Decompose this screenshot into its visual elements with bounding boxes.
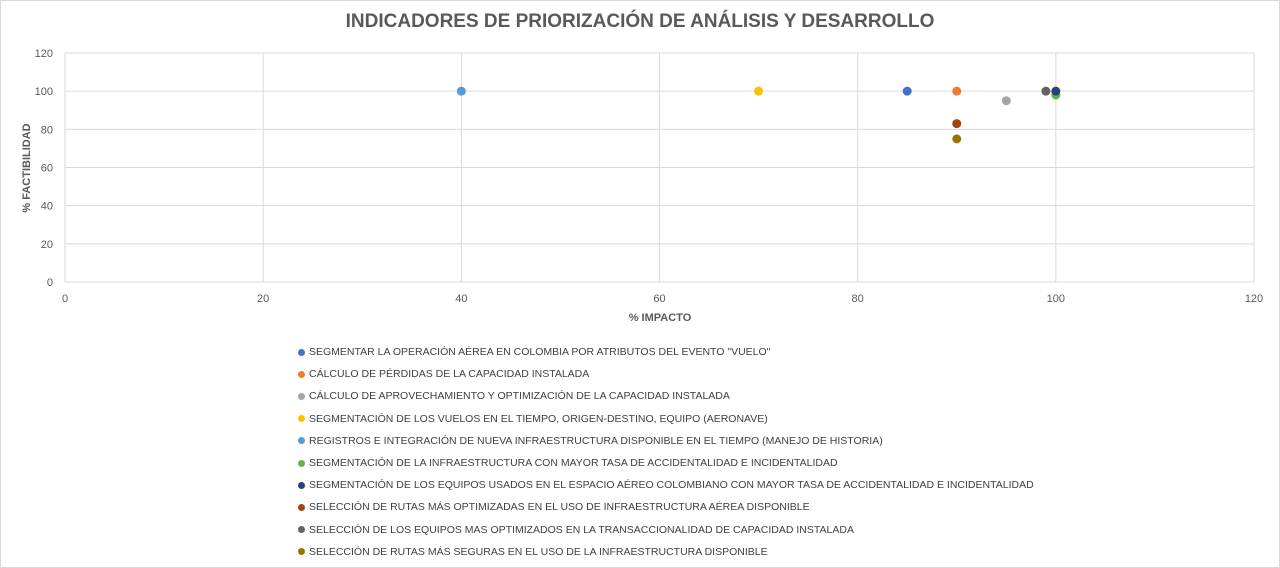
- legend-item: SEGMENTACIÓN DE LA INFRAESTRUCTURA CON M…: [298, 452, 1258, 474]
- data-point: [952, 86, 962, 96]
- y-tick-label: 20: [41, 239, 53, 251]
- x-tick-label: 0: [62, 293, 68, 305]
- legend-item: SELECCIÓN DE RUTAS MÁS OPTIMIZADAS EN EL…: [298, 496, 1258, 518]
- data-point: [456, 86, 466, 96]
- legend-item: SEGMENTACIÓN DE LOS EQUIPOS USADOS EN EL…: [298, 474, 1258, 496]
- x-axis-ticks: 0 20 40 60 80 100 120: [62, 293, 1263, 305]
- x-tick-label: 40: [455, 293, 467, 305]
- data-point: [952, 119, 962, 129]
- data-point: [754, 86, 764, 96]
- x-tick-label: 60: [653, 293, 665, 305]
- legend-item: SELECCIÓN DE RUTAS MÁS SEGURAS EN EL USO…: [298, 541, 1258, 563]
- legend-label: CÁLCULO DE APROVECHAMIENTO Y OPTIMIZACIÓ…: [309, 390, 730, 403]
- legend-marker-icon: [298, 526, 305, 534]
- legend-label: SEGMENTACIÓN DE LOS VUELOS EN EL TIEMPO,…: [309, 412, 768, 425]
- legend-label: REGISTROS E INTEGRACIÓN DE NUEVA INFRAES…: [309, 434, 883, 447]
- y-tick-label: 120: [35, 48, 53, 60]
- legend-item: SEGMENTACIÓN DE LOS VUELOS EN EL TIEMPO,…: [298, 408, 1258, 430]
- x-tick-label: 120: [1245, 293, 1263, 305]
- legend-marker-icon: [298, 548, 305, 556]
- legend-label: CÁLCULO DE PÉRDIDAS DE LA CAPACIDAD INST…: [309, 368, 590, 381]
- legend-item: REGISTROS E INTEGRACIÓN DE NUEVA INFRAES…: [298, 430, 1258, 452]
- legend-label: SELECCIÓN DE RUTAS MÁS OPTIMIZADAS EN EL…: [309, 501, 810, 514]
- legend-label: SEGMENTACIÓN DE LOS EQUIPOS USADOS EN EL…: [309, 479, 1034, 492]
- scatter-plot: 0 20 40 60 80 100 120 0 20 40 60 80 100 120 % IMPACT…: [21, 48, 1263, 324]
- y-tick-label: 80: [41, 124, 53, 136]
- y-axis-ticks: 0 20 40 60 80 100 120: [35, 48, 53, 289]
- data-point: [952, 134, 962, 144]
- legend-label: SELECCIÓN DE LOS EQUIPOS MAS OPTIMIZADOS…: [309, 523, 854, 536]
- legend-marker-icon: [298, 481, 305, 489]
- data-points: [456, 86, 1061, 144]
- legend-marker-icon: [298, 503, 305, 511]
- x-tick-label: 80: [852, 293, 864, 305]
- x-axis-title: % IMPACTO: [629, 312, 692, 324]
- data-point: [902, 86, 912, 96]
- y-tick-label: 60: [41, 163, 53, 175]
- grid-lines: [64, 52, 1255, 283]
- legend-marker-icon: [298, 415, 305, 423]
- legend-label: SEGMENTAR LA OPERACIÓN AÉREA EN COLOMBIA…: [309, 346, 771, 359]
- data-point: [1051, 86, 1061, 96]
- legend-marker-icon: [298, 370, 305, 378]
- x-tick-label: 20: [257, 293, 269, 305]
- chart-legend: SEGMENTAR LA OPERACIÓN AÉREA EN COLOMBIA…: [298, 341, 1258, 563]
- legend-item: CÁLCULO DE PÉRDIDAS DE LA CAPACIDAD INST…: [298, 363, 1258, 385]
- legend-item: CÁLCULO DE APROVECHAMIENTO Y OPTIMIZACIÓ…: [298, 385, 1258, 407]
- y-tick-label: 40: [41, 201, 53, 213]
- legend-item: SELECCIÓN DE LOS EQUIPOS MAS OPTIMIZADOS…: [298, 519, 1258, 541]
- legend-marker-icon: [298, 437, 305, 445]
- y-tick-label: 0: [47, 277, 53, 289]
- x-tick-label: 100: [1047, 293, 1065, 305]
- legend-label: SEGMENTACIÓN DE LA INFRAESTRUCTURA CON M…: [309, 457, 838, 470]
- chart-title: INDICADORES DE PRIORIZACIÓN DE ANÁLISIS …: [345, 11, 935, 32]
- data-point: [1041, 86, 1051, 96]
- y-tick-label: 100: [35, 86, 53, 98]
- data-point: [1001, 96, 1011, 106]
- y-axis-title: % FACTIBILIDAD: [21, 123, 33, 212]
- legend-label: SELECCIÓN DE RUTAS MÁS SEGURAS EN EL USO…: [309, 545, 768, 558]
- legend-marker-icon: [298, 348, 305, 356]
- legend-marker-icon: [298, 392, 305, 400]
- legend-item: SEGMENTAR LA OPERACIÓN AÉREA EN COLOMBIA…: [298, 341, 1258, 363]
- legend-marker-icon: [298, 459, 305, 467]
